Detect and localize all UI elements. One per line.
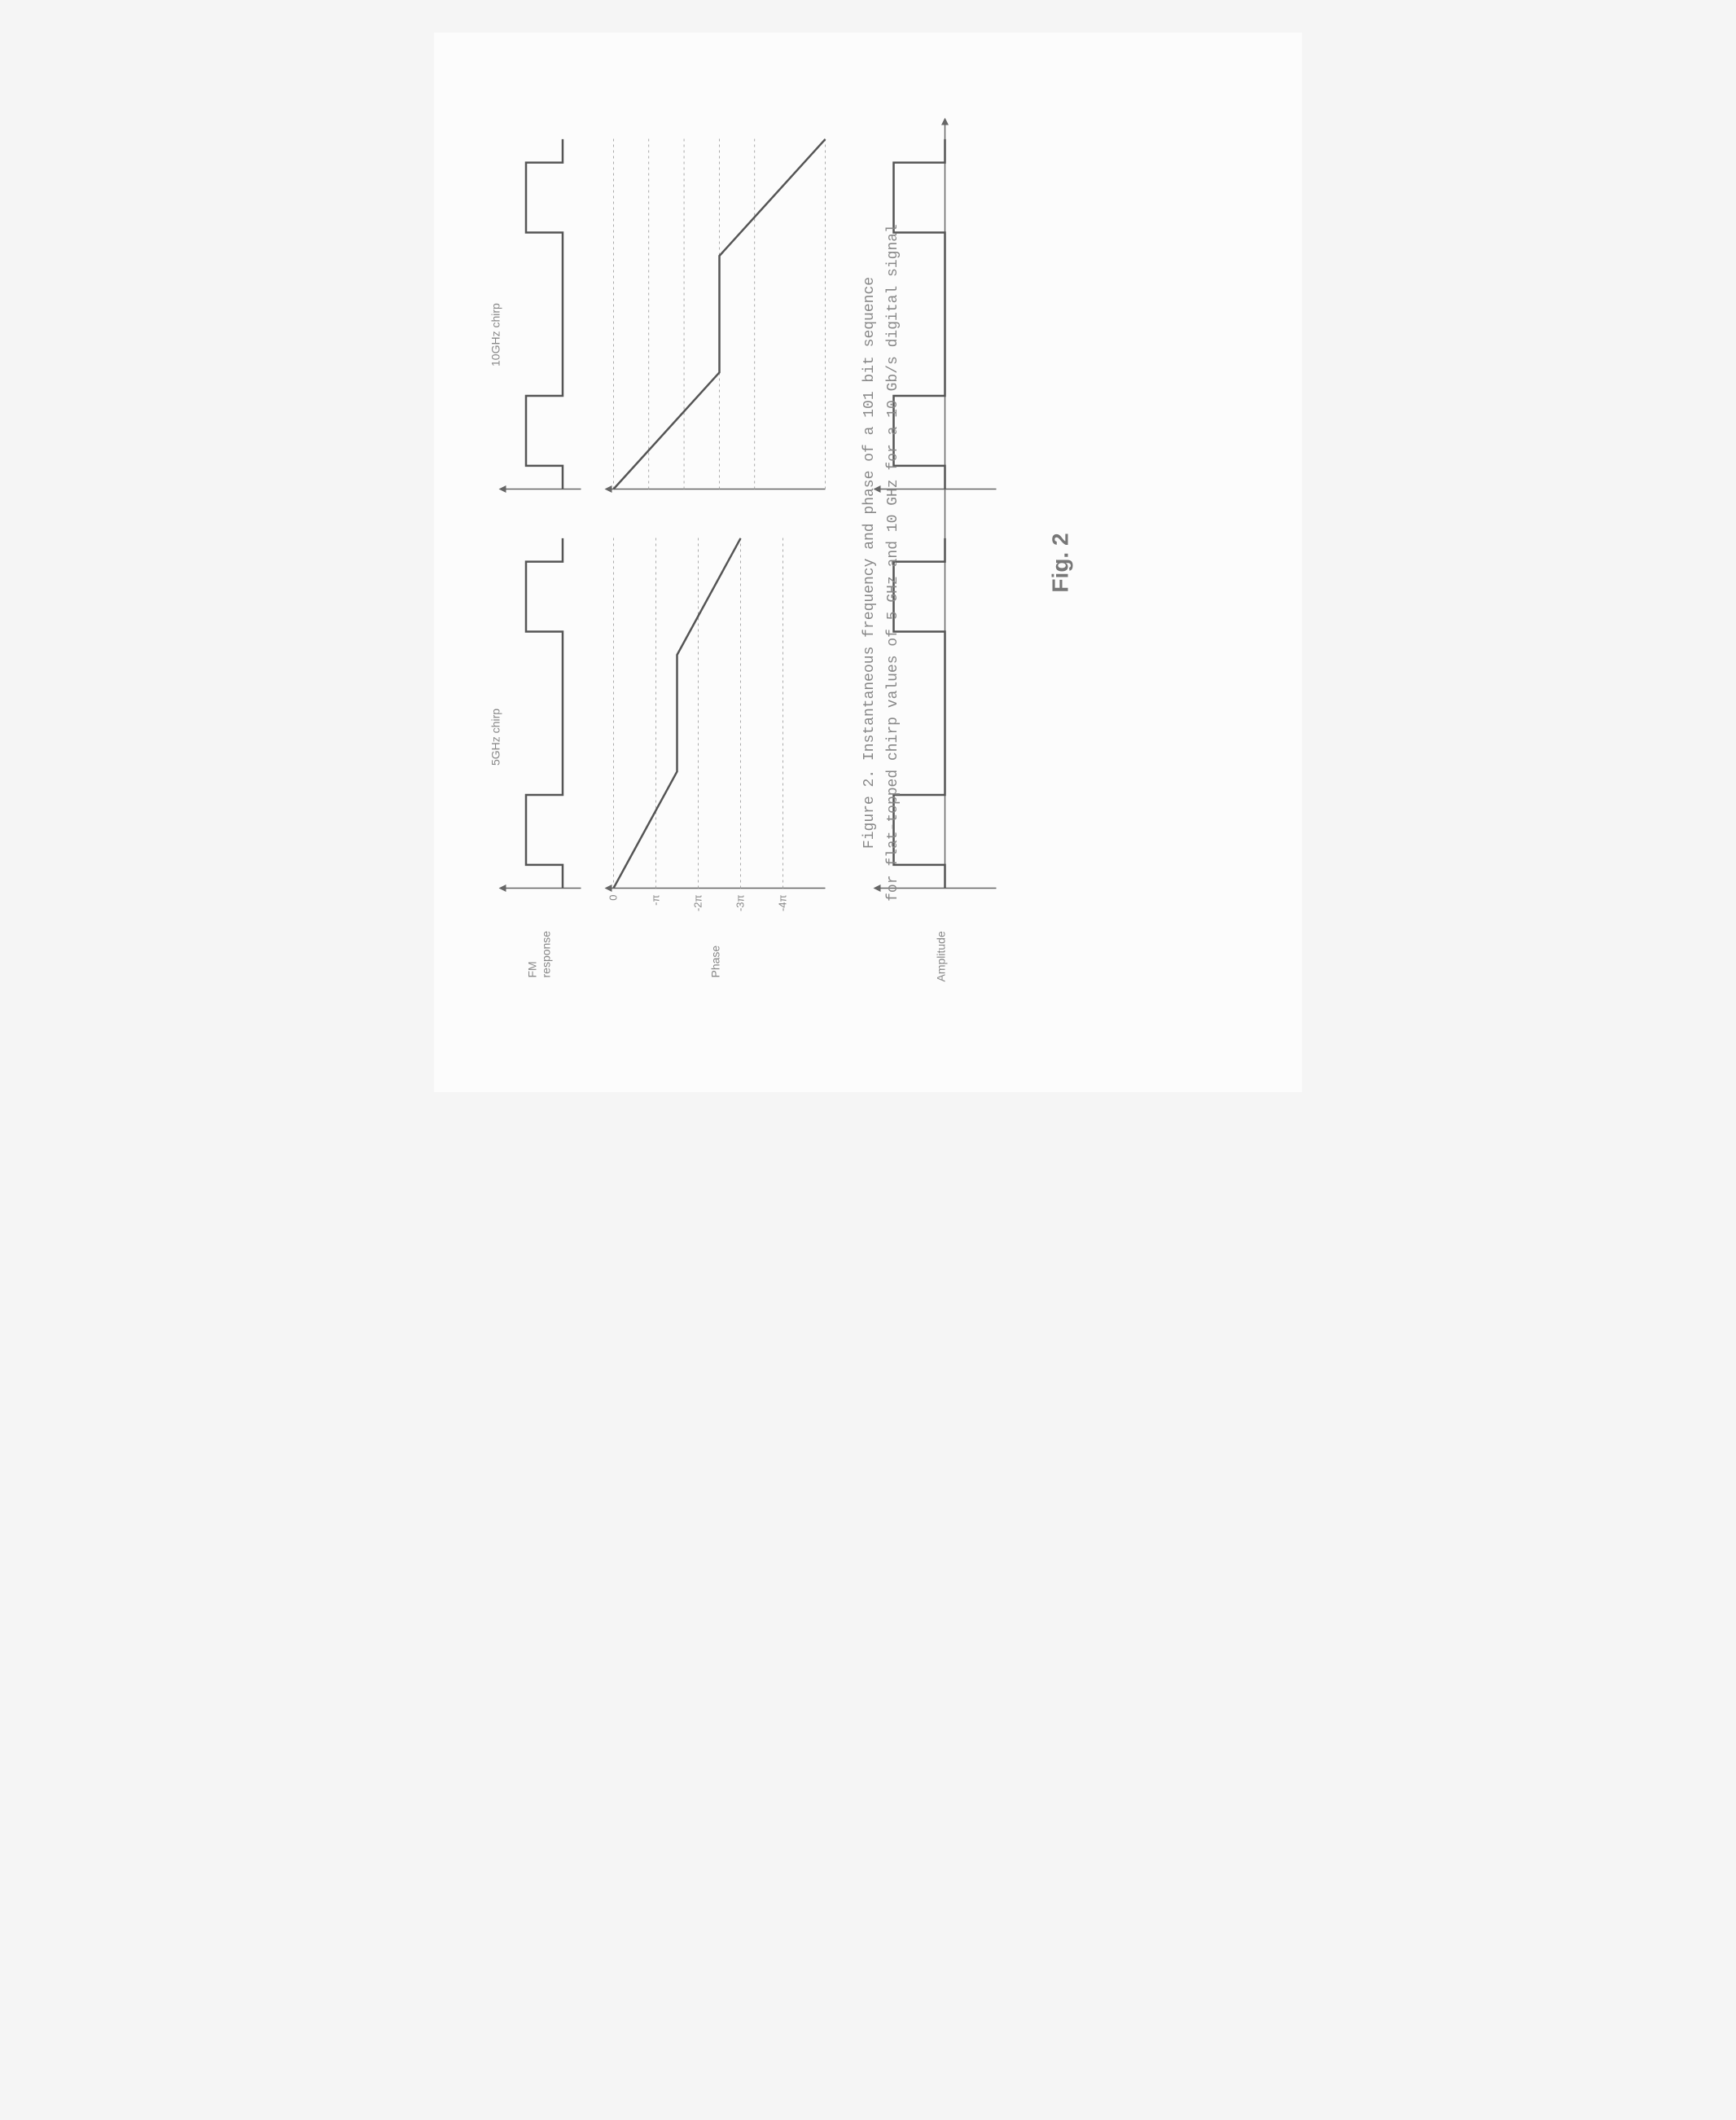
caption-line-1: Figure 2. Instantaneous frequency and ph… bbox=[861, 276, 878, 848]
fm-trace-5 bbox=[526, 538, 563, 889]
fm-label: FM bbox=[525, 961, 538, 977]
phase-tick-5: -4π bbox=[776, 894, 788, 911]
diagram: FMresponse Phase Amplitude 5GHz chirp 10GHz … bbox=[475, 115, 1045, 1011]
diagram-svg: FMresponse Phase Amplitude 5GHz chirp 10GHz … bbox=[475, 115, 1045, 1011]
chirp-5-title: 5GHz chirp bbox=[489, 709, 502, 766]
page: FMresponse Phase Amplitude 5GHz chirp 10GHz … bbox=[434, 33, 1302, 1092]
figure-label: Fig. 2 bbox=[1047, 533, 1073, 592]
caption-line-2: for flat-topped chirp values of 5 GHz an… bbox=[885, 224, 901, 902]
phase-tick-5: -π bbox=[649, 894, 661, 905]
phase-trace-5 bbox=[613, 538, 740, 889]
amplitude-label: Amplitude bbox=[934, 931, 947, 981]
fm-trace-10 bbox=[526, 139, 563, 489]
diagram-rotated-stage: FMresponsePhaseAmplitude5GHz chirp10GHz … bbox=[230, 237, 1290, 889]
figure-caption: Figure 2. Instantaneous frequency and ph… bbox=[858, 224, 905, 902]
fm-label-2: response bbox=[539, 931, 552, 978]
phase-tick-5: 0 bbox=[607, 895, 619, 901]
phase-tick-5: -3π bbox=[734, 894, 746, 911]
phase-label: Phase bbox=[708, 946, 721, 978]
chirp-10-title: 10GHz chirp bbox=[489, 303, 502, 367]
phase-tick-5: -2π bbox=[691, 894, 704, 911]
